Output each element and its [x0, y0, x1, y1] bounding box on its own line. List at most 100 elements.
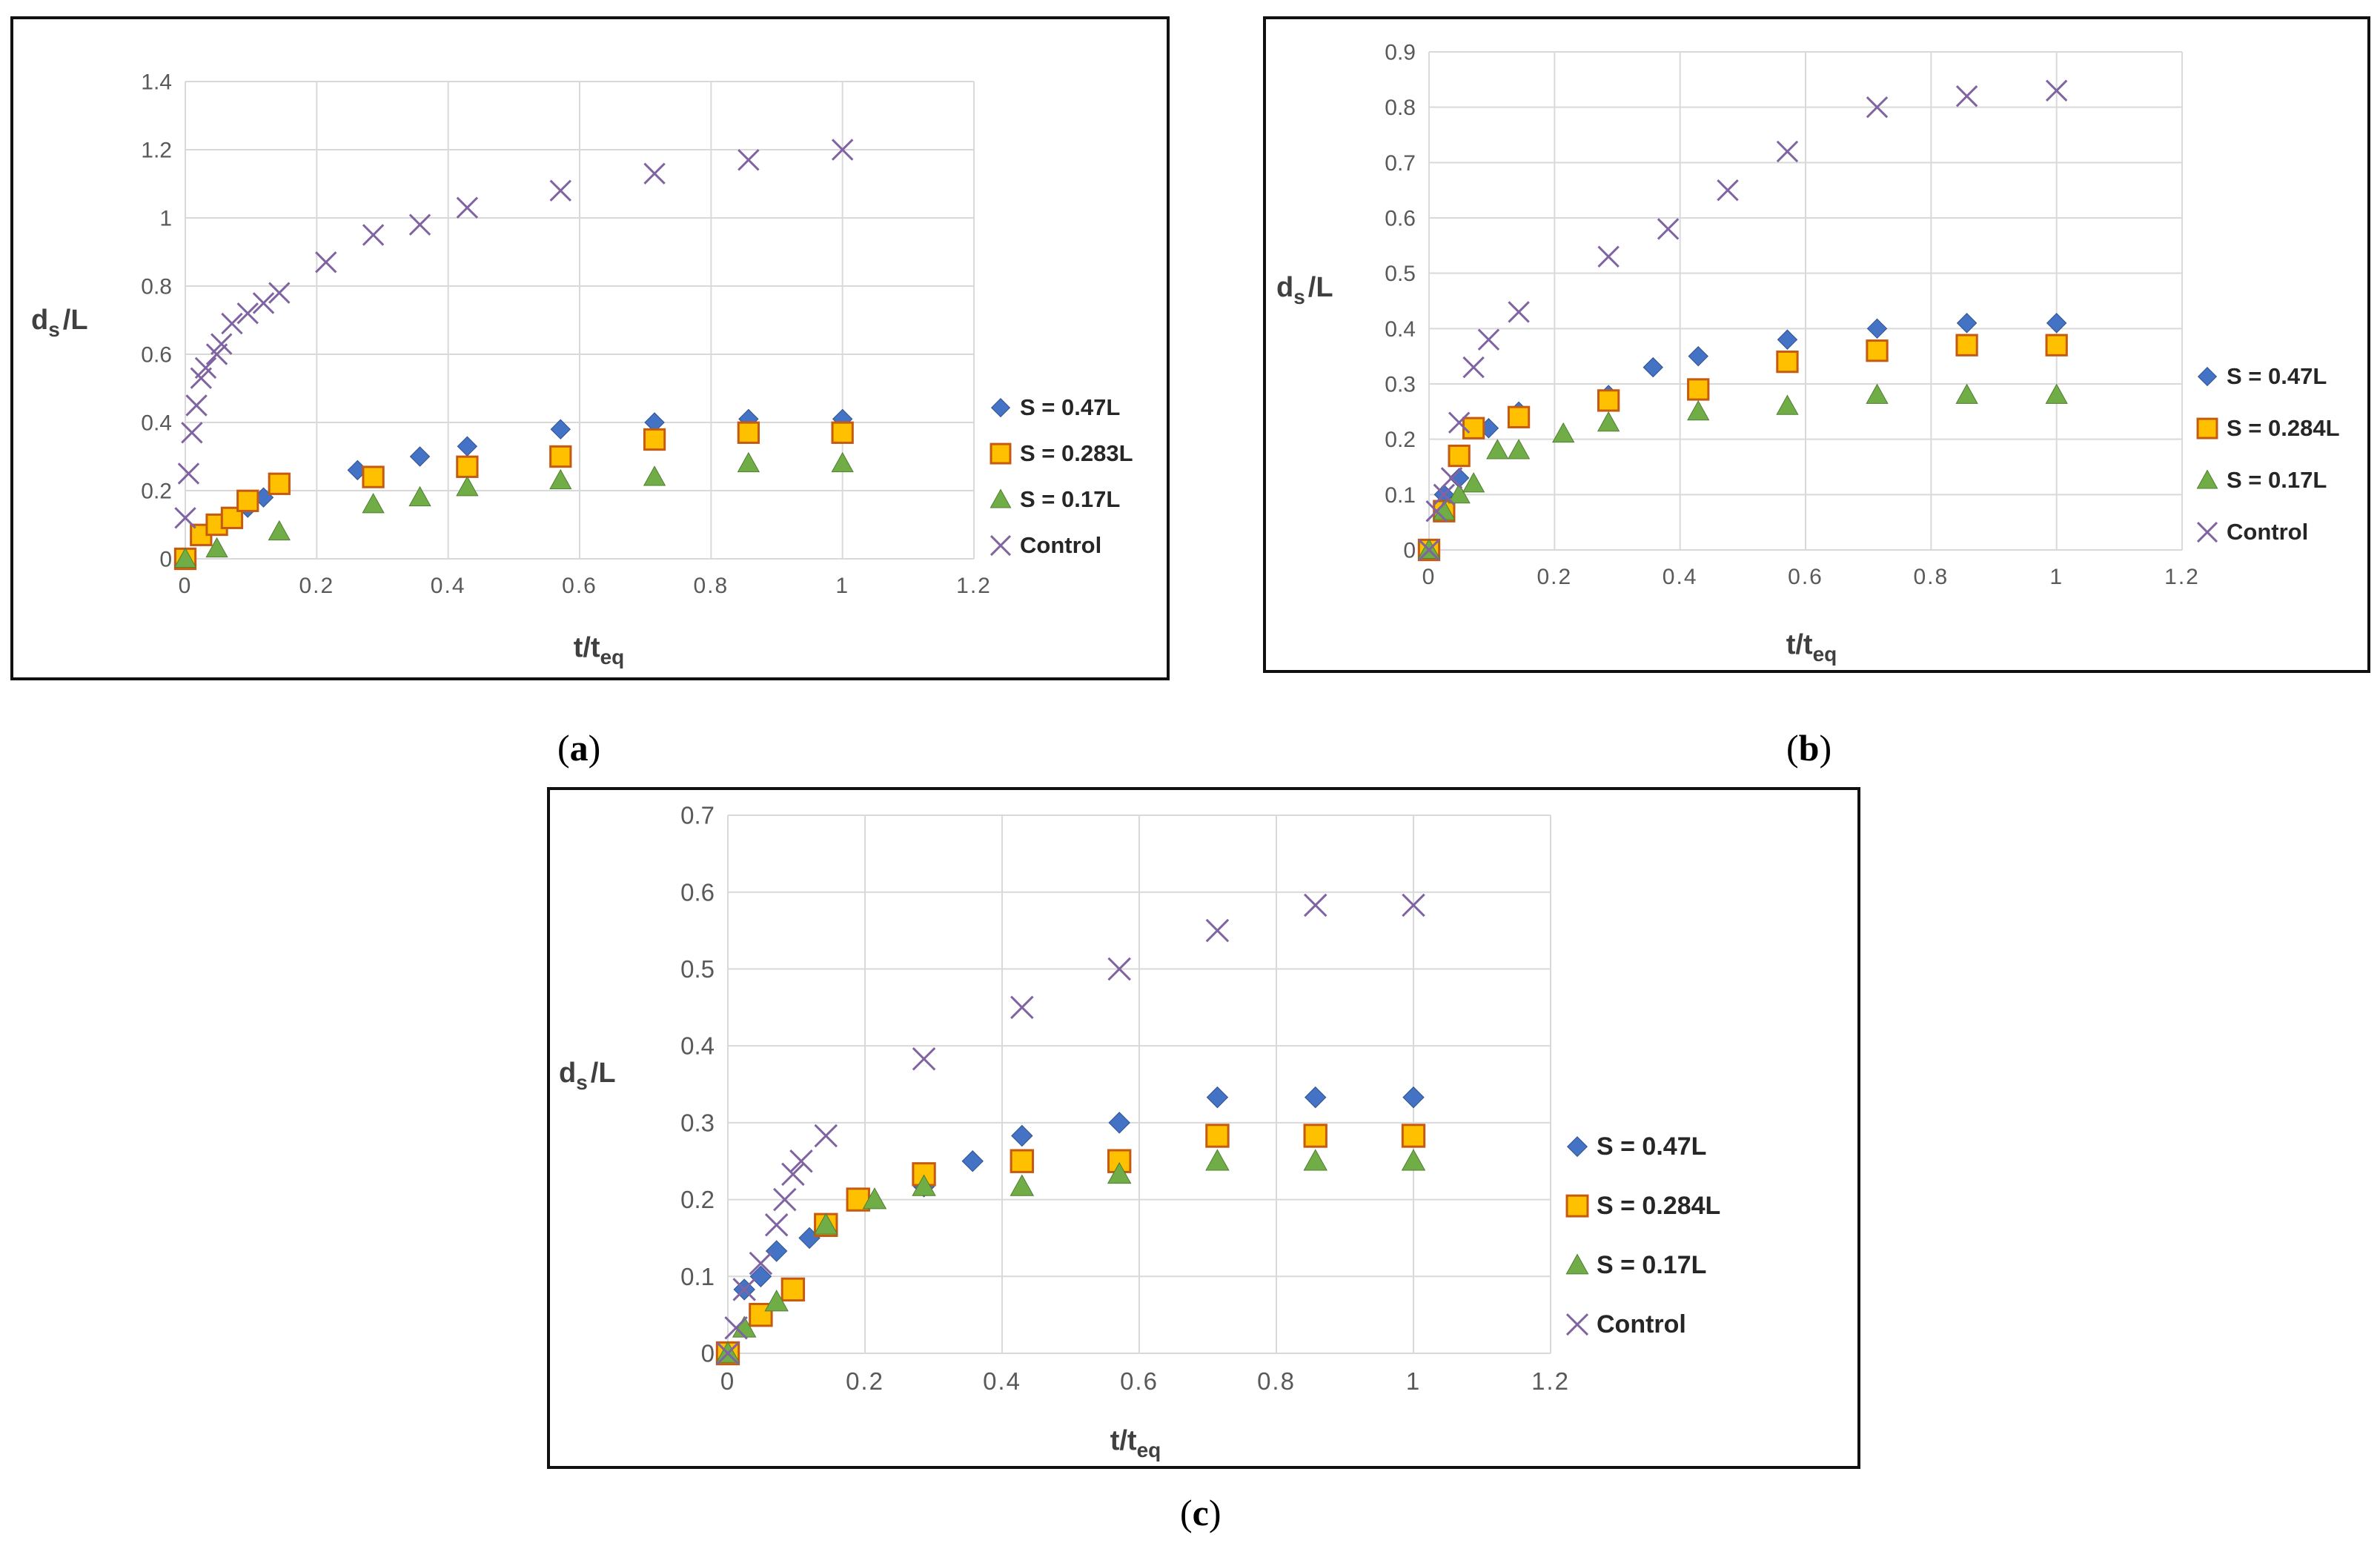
chart-c-point-diamond: [1402, 1086, 1425, 1109]
chart-a-point-triangle: [173, 547, 197, 568]
chart-a-point-x: [315, 251, 337, 273]
chart-a-point-x: [549, 179, 571, 202]
chart-b-legend-label: S = 0.17L: [2227, 467, 2327, 493]
chart-c-point-x: [814, 1124, 838, 1148]
chart-c-point-triangle: [764, 1290, 789, 1312]
chart-b-ytick-label: 0: [1403, 539, 1416, 563]
caption-a-open: (: [557, 727, 570, 769]
chart-b-point-square: [1448, 444, 1471, 468]
chart-c-point-x: [773, 1187, 797, 1212]
chart-b-point-triangle: [1462, 472, 1485, 493]
chart-a-point-x: [362, 224, 385, 246]
chart-b-ytick-label: 0.9: [1385, 41, 1416, 65]
chart-b-point-x: [1955, 85, 1978, 107]
chart-b-series-square: [1417, 334, 2068, 562]
chart-a-legend-marker-square: [990, 442, 1012, 465]
chart-a-legend-label: S = 0.283L: [1020, 440, 1133, 466]
chart-a-legend-label: S = 0.47L: [1020, 394, 1120, 420]
chart-a-svg: 0 0.2 0.4 0.6 0.8 1 1.2 0 0.2 0.4 0.6 0.8 1 1.2 1.4 t/t…: [31, 70, 1133, 669]
chart-b-point-x: [1866, 96, 1889, 119]
chart-a-point-square: [549, 445, 572, 468]
chart-a-point-square: [362, 465, 385, 488]
chart-c-ylabel: ds/L: [559, 1058, 616, 1094]
chart-c-ytick-label: 0: [701, 1340, 715, 1367]
chart-c-ytick-label: 0.4: [680, 1032, 715, 1060]
chart-a-ylabel-tail: /L: [63, 305, 88, 336]
chart-a-legend-marker-diamond: [990, 398, 1011, 418]
chart-a-point-x: [643, 162, 666, 185]
chart-b-legend-marker-diamond: [2197, 367, 2218, 387]
chart-b-ytick-label: 0.4: [1385, 317, 1416, 342]
chart-b-svg: 0 0.2 0.4 0.6 0.8 1 1.2 0 0.1 0.2 0.3 0.4 0.5 0.6 0.7 0…: [1276, 41, 2340, 666]
chart-a-xlabel: t/teq: [574, 632, 625, 669]
chart-b-point-triangle: [1552, 422, 1575, 443]
chart-c-point-square: [1107, 1149, 1132, 1173]
chart-b-point-x: [1433, 483, 1456, 506]
chart-a-ytick-label: 0.4: [141, 411, 172, 436]
chart-a-point-triangle: [549, 468, 572, 490]
chart-c-svg: 0 0.2 0.4 0.6 0.8 1 1.2 0 0.1 0.2 0.3 0.4 0.5 0.6 0.7 t…: [559, 802, 1720, 1462]
chart-b-point-triangle: [1776, 394, 1799, 415]
chart-c-point-x: [1205, 918, 1230, 943]
chart-c-point-triangle: [1401, 1149, 1426, 1171]
chart-a-point-triangle: [268, 520, 291, 541]
chart-a-point-x: [194, 356, 217, 379]
chart-a-ytick-label: 0.6: [141, 343, 172, 368]
chart-b-point-x: [1508, 301, 1530, 323]
chart-a-legend-marker-x: [990, 535, 1012, 557]
chart-a-xlabel-sub: eq: [600, 646, 625, 669]
chart-b-ylabel-base: d: [1276, 272, 1293, 303]
chart-b-point-square: [1955, 334, 1978, 356]
chart-b-ytick-label: 0.6: [1385, 207, 1416, 231]
chart-b-ylabel-sub: s: [1293, 285, 1305, 308]
chart-c-xlabel: t/teq: [1110, 1425, 1161, 1462]
chart-a-ylabel-sub: s: [48, 318, 60, 341]
chart-b-xtick-label: 0.2: [1537, 565, 1572, 589]
chart-c-point-x: [912, 1047, 936, 1071]
chart-c-point-triangle: [1303, 1149, 1327, 1171]
chart-a-point-x: [252, 292, 275, 314]
caption-c: (c): [1180, 1491, 1222, 1534]
chart-b-ytick-label: 0.5: [1385, 262, 1416, 286]
chart-c-legend-marker-triangle: [1565, 1253, 1589, 1275]
chart-b-ylabel: ds/L: [1276, 272, 1333, 308]
chart-a-xtick-label: 0: [179, 574, 193, 598]
chart-c-ytick-label: 0.7: [680, 802, 715, 829]
chart-a-point-triangle: [456, 476, 479, 497]
chart-b-point-diamond: [2046, 313, 2067, 334]
chart-c-point-triangle: [912, 1174, 936, 1196]
chart-c-point-triangle: [814, 1212, 838, 1235]
chart-c-ytick-label: 0.6: [680, 878, 715, 906]
chart-a-series-triangle: [173, 451, 854, 568]
chart-b-point-triangle: [1448, 483, 1471, 504]
chart-c-ylabel-base: d: [559, 1058, 576, 1089]
chart-c-point-square: [1205, 1124, 1230, 1148]
chart-a-point-square: [643, 428, 666, 451]
chart-a-point-x: [211, 333, 233, 355]
chart-b-xtick-label: 1.2: [2164, 565, 2200, 589]
chart-b-xtick-label: 0: [1422, 565, 1436, 589]
chart-c-xtick-label: 0.6: [1120, 1367, 1158, 1395]
chart-b-point-square: [1597, 389, 1620, 412]
caption-b: (b): [1786, 726, 1832, 769]
chart-b-point-x: [1657, 218, 1680, 240]
chart-b-point-triangle: [1866, 383, 1889, 404]
chart-c-point-x: [716, 1341, 740, 1365]
chart-a-point-x: [174, 507, 196, 529]
chart-a-series-square: [173, 421, 854, 571]
chart-b-xlabel-sub: eq: [1813, 643, 1837, 666]
chart-c-legend-label: S = 0.17L: [1597, 1251, 1706, 1279]
chart-a-point-triangle: [831, 451, 854, 473]
chart-b-legend-label: Control: [2227, 519, 2308, 545]
chart-c-point-diamond: [765, 1240, 788, 1262]
chart-c-point-diamond: [1011, 1124, 1033, 1147]
caption-b-close: ): [1819, 727, 1832, 769]
chart-c-point-x: [1402, 893, 1425, 918]
chart-a-point-square: [831, 421, 854, 444]
chart-c-legend-label: S = 0.284L: [1597, 1192, 1720, 1220]
chart-b-point-x: [1448, 411, 1471, 434]
chart-a-point-x: [221, 312, 243, 335]
chart-a-legend-label: S = 0.17L: [1020, 486, 1120, 512]
chart-c-xlabel-sub: eq: [1137, 1439, 1161, 1462]
chart-c-ytick-label: 0.3: [680, 1109, 715, 1136]
